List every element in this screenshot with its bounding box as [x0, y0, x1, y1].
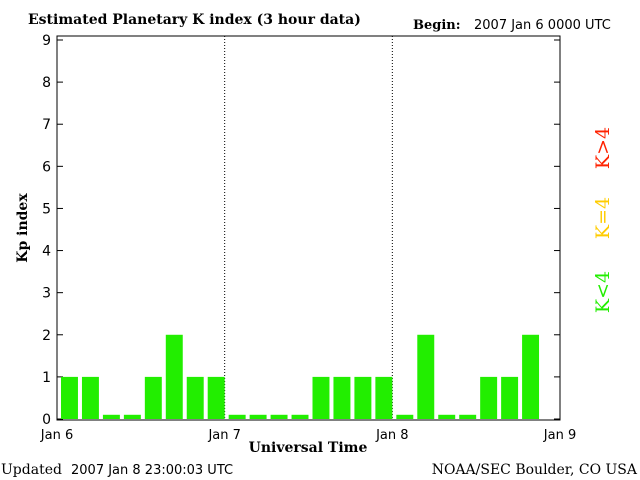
bar-16 — [396, 414, 414, 419]
y-tick-label-8: 8 — [42, 75, 51, 91]
legend-k-equal-4: K=4 — [592, 197, 614, 239]
y-tick-label-9: 9 — [42, 33, 51, 49]
bar-15 — [375, 376, 393, 419]
bar-18 — [438, 414, 456, 419]
bar-2 — [102, 414, 120, 419]
begin-value: 2007 Jan 6 0000 UTC — [474, 18, 611, 33]
bar-9 — [249, 414, 267, 419]
y-tick-label-1: 1 — [42, 370, 51, 386]
legend-k-greater-4: K>4 — [592, 127, 614, 169]
begin-label: Begin: — [413, 18, 461, 33]
y-axis-ticks: 0 1 2 3 4 5 6 7 8 9 — [42, 33, 560, 428]
bar-11 — [291, 414, 309, 419]
bar-21 — [501, 376, 519, 419]
updated-value: 2007 Jan 8 23:00:03 UTC — [71, 463, 233, 478]
bar-3 — [123, 414, 141, 419]
bar-10 — [270, 414, 288, 419]
x-tick-label-2: Jan 8 — [375, 428, 408, 443]
bar-19 — [459, 414, 477, 419]
bar-series — [61, 334, 540, 419]
bar-13 — [333, 376, 351, 419]
y-axis-label: Kp index — [15, 193, 31, 263]
x-tick-label-3: Jan 9 — [543, 428, 576, 443]
legend-k-less-4: K<4 — [592, 271, 614, 313]
y-tick-label-6: 6 — [42, 159, 51, 175]
bar-1 — [81, 376, 99, 419]
x-tick-label-0: Jan 6 — [40, 428, 73, 443]
bar-22 — [522, 334, 540, 419]
x-tick-label-1: Jan 7 — [207, 428, 240, 443]
day-separators — [224, 36, 393, 420]
y-tick-label-4: 4 — [42, 244, 51, 260]
bar-14 — [354, 376, 372, 419]
bar-17 — [417, 334, 435, 419]
y-tick-label-5: 5 — [42, 201, 51, 217]
updated-label: Updated — [1, 462, 62, 478]
bar-7 — [207, 376, 225, 419]
x-axis-label: Universal Time — [249, 440, 368, 456]
x-axis-ticks: Jan 6 Jan 7 Jan 8 Jan 9 — [40, 428, 576, 443]
bar-4 — [144, 376, 162, 419]
bar-6 — [186, 376, 204, 419]
bar-20 — [480, 376, 498, 419]
y-tick-label-7: 7 — [42, 117, 51, 133]
plot-frame — [56, 35, 561, 421]
bar-12 — [312, 376, 330, 419]
bar-5 — [165, 334, 183, 419]
bar-8 — [228, 414, 246, 419]
y-tick-label-3: 3 — [42, 286, 51, 302]
y-tick-label-0: 0 — [42, 412, 51, 428]
source-credit: NOAA/SEC Boulder, CO USA — [432, 462, 638, 478]
chart-title: Estimated Planetary K index (3 hour data… — [28, 12, 361, 28]
y-tick-label-2: 2 — [42, 328, 51, 344]
bar-0 — [61, 376, 78, 419]
